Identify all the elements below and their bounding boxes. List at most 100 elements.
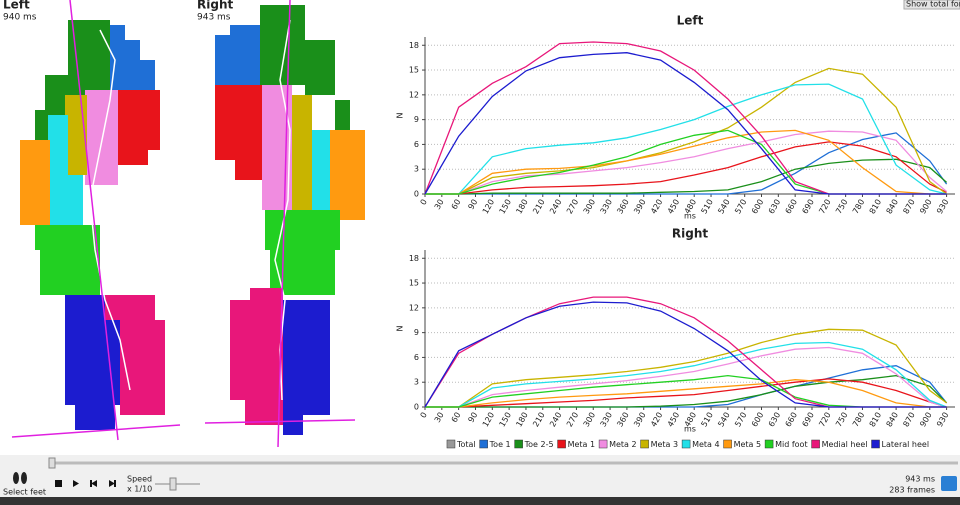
legend-swatch — [514, 439, 523, 449]
right-foot-time: 943 ms — [197, 13, 231, 23]
series-line — [425, 67, 947, 195]
series-line — [425, 379, 947, 408]
legend-swatch — [764, 439, 774, 449]
speed-thumb[interactable] — [169, 477, 177, 491]
legend-label: Lateral heel — [882, 440, 930, 449]
legend-item[interactable]: Lateral heel — [871, 439, 930, 449]
status-bar — [0, 497, 960, 505]
x-tick-label: 0 — [419, 198, 429, 207]
legend-swatch — [681, 439, 691, 449]
x-tick-label: 90 — [466, 198, 479, 211]
legend-item[interactable]: Mid foot — [764, 439, 808, 449]
x-tick-label: 30 — [433, 198, 446, 211]
legend-item[interactable]: Toe 2-5 — [514, 439, 554, 449]
previous-button[interactable] — [90, 480, 97, 487]
select-feet-icon[interactable] — [13, 472, 27, 484]
y-tick-label: 3 — [414, 378, 419, 387]
speed-label: Speed — [127, 475, 152, 484]
legend-swatch — [871, 439, 880, 449]
series-line — [425, 158, 948, 195]
series-line — [424, 52, 947, 195]
series-line — [425, 378, 947, 408]
link-button[interactable] — [941, 476, 957, 491]
frame-count: 283 frames — [889, 486, 935, 495]
button-label[interactable]: Show total force — [906, 0, 960, 9]
y-axis-label: N — [396, 112, 405, 118]
x-axis-label: ms — [684, 425, 696, 434]
series-line — [425, 83, 947, 195]
series-line — [425, 328, 947, 408]
x-axis-label: ms — [684, 212, 696, 221]
legend-label: Toe 2-5 — [524, 440, 554, 449]
series-line — [425, 129, 947, 195]
y-tick-label: 12 — [409, 90, 419, 99]
x-tick-label: 90 — [466, 411, 479, 424]
select-feet-label[interactable]: Select feet — [3, 488, 46, 497]
legend-item[interactable]: Meta 1 — [557, 439, 596, 449]
legend-label: Meta 3 — [651, 440, 679, 449]
series-line — [425, 130, 948, 195]
series-line — [424, 301, 947, 408]
series-line — [425, 374, 948, 408]
show-total-force-button[interactable] — [903, 0, 960, 10]
series-line — [425, 141, 947, 195]
legend-swatch — [811, 439, 820, 449]
y-tick-label: 9 — [414, 115, 419, 124]
series-line — [425, 346, 947, 408]
legend-label: Meta 2 — [609, 440, 637, 449]
right-foot-map — [204, 0, 365, 448]
legend-swatch — [723, 439, 732, 449]
y-tick-label: 6 — [414, 353, 419, 362]
y-tick-label: 6 — [414, 140, 419, 149]
legend-item[interactable]: Toe 1 — [479, 439, 511, 449]
legend-label: Meta 4 — [692, 440, 720, 449]
right-foot-label: Right — [197, 0, 233, 12]
legend-swatch — [598, 439, 608, 449]
x-tick-label: 0 — [419, 411, 429, 420]
legend-swatch — [640, 439, 649, 449]
x-tick-label: 60 — [450, 198, 463, 211]
legend-item[interactable]: Total — [446, 439, 476, 449]
legend-label: Mid foot — [775, 440, 808, 449]
legend-item[interactable]: Meta 2 — [598, 439, 637, 449]
series-line — [425, 341, 947, 408]
legend-item[interactable]: Meta 3 — [640, 439, 679, 449]
legend-label: Toe 1 — [489, 440, 511, 449]
current-time: 943 ms — [905, 475, 935, 484]
y-tick-label: 3 — [414, 165, 419, 174]
left-foot-time: 940 ms — [3, 13, 37, 23]
legend-swatch — [557, 439, 566, 449]
chart-panel — [380, 0, 960, 455]
y-tick-label: 15 — [409, 279, 419, 288]
y-tick-label: 18 — [409, 254, 419, 263]
y-tick-label: 9 — [414, 328, 419, 337]
legend-label: Meta 1 — [568, 440, 596, 449]
legend-label: Total — [456, 440, 476, 449]
speed-value: x 1/10 — [127, 485, 152, 494]
chart-title: Right — [672, 227, 708, 241]
legend-item[interactable]: Meta 4 — [681, 439, 720, 449]
chart-title: Left — [677, 14, 704, 28]
play-button[interactable] — [73, 480, 79, 487]
x-tick-label: 60 — [450, 411, 463, 424]
legend-swatch — [446, 439, 456, 449]
y-tick-label: 0 — [414, 190, 419, 199]
legend-item[interactable]: Meta 5 — [723, 439, 762, 449]
x-tick-label: 30 — [433, 411, 446, 424]
timeline-thumb[interactable] — [48, 457, 56, 469]
left-foot-label: Left — [3, 0, 30, 12]
next-button[interactable] — [109, 480, 116, 487]
series-line — [425, 132, 948, 195]
y-axis-label: N — [396, 325, 405, 331]
left-foot-map — [11, 0, 181, 441]
legend-item[interactable]: Medial heel — [811, 439, 868, 449]
stop-button[interactable] — [55, 480, 62, 487]
legend-swatch — [479, 439, 488, 449]
y-tick-label: 12 — [409, 303, 419, 312]
y-tick-label: 0 — [414, 403, 419, 412]
y-tick-label: 18 — [409, 41, 419, 50]
y-tick-label: 15 — [409, 66, 419, 75]
legend-label: Medial heel — [822, 440, 868, 449]
